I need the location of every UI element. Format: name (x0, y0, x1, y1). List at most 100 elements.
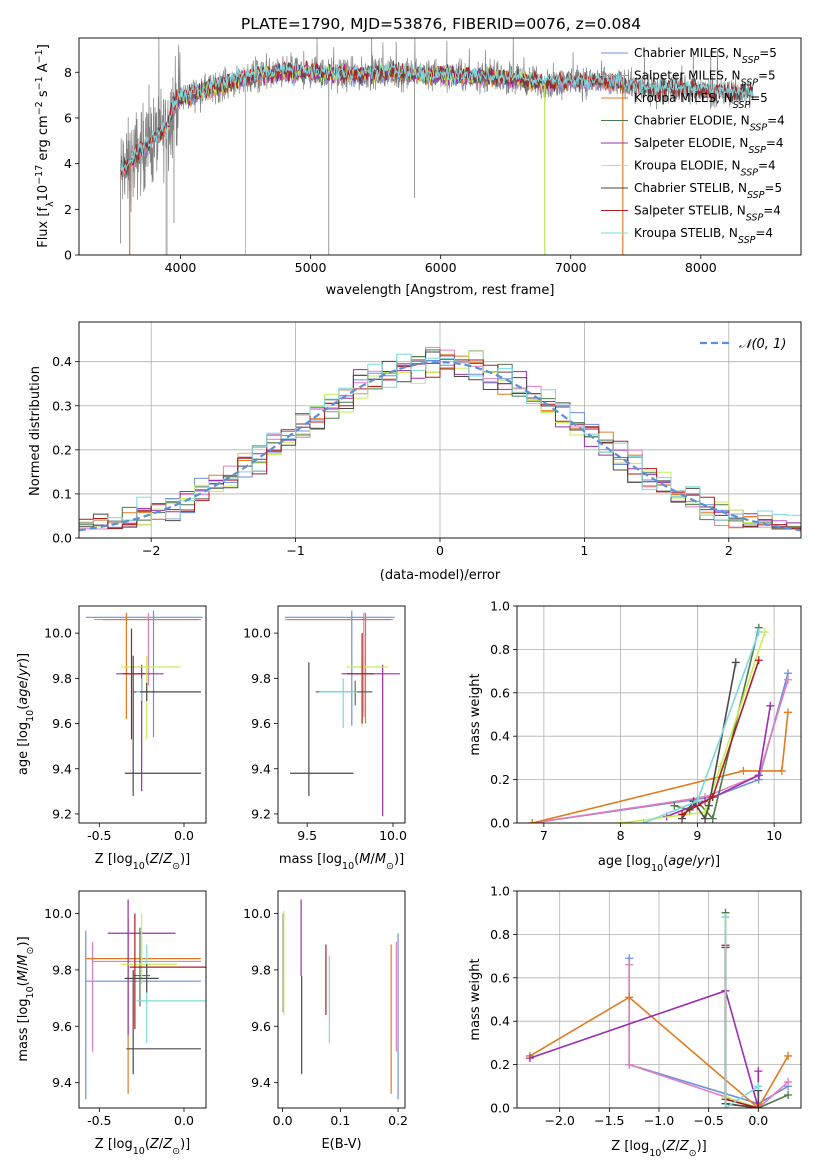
massweight-vs-age-marker-6-3 (704, 801, 713, 810)
age-vs-mass-ytick-label-0: 9.2 (251, 806, 271, 821)
massweight-vs-age-line-0 (532, 673, 789, 823)
age-vs-Z-ytick-label-2: 9.6 (52, 716, 72, 731)
residuals-ytick-label-3: 0.3 (52, 398, 72, 413)
spectrum-legend: Chabrier MILES, NSSP=5 Salpeter MILES, NS… (601, 46, 785, 246)
massweight-vs-age-ylabel: mass weight (468, 673, 483, 755)
massweight-vs-age-marker-8-0 (639, 819, 648, 823)
spectrum-frame (78, 37, 802, 256)
mass-vs-EBV-frame (277, 890, 406, 1109)
massweight-vs-Z-ytick-label-0: 0.0 (490, 1101, 510, 1116)
massweight-vs-Z-marker-2-3 (784, 1051, 793, 1060)
residuals-ytick-label-0: 0.0 (52, 531, 72, 546)
residuals-xtick-label-0: −2 (142, 543, 160, 558)
massweight-vs-Z-marker-4-3 (754, 1067, 763, 1076)
spectrum-xtick-label-1: 5000 (295, 260, 327, 275)
massweight-vs-Z-line-5 (724, 917, 760, 1108)
massweight-vs-Z-plot-area (517, 891, 801, 1108)
spectrum-legend-label-2: Kroupa MILES, NSSP=5 (634, 91, 768, 111)
massweight-vs-age-marker-3-3 (708, 814, 717, 823)
massweight-vs-age-ytick-label-5: 1.0 (490, 599, 510, 614)
massweight-vs-Z-xtick-label-0: −2.0 (545, 1113, 575, 1128)
massweight-vs-age-xlabel: age [log10(age/yr)] (598, 854, 720, 874)
mass-vs-EBV-xtick-label-1: 0.1 (330, 1113, 350, 1128)
spectrum-legend-label-7: Salpeter STELIB, NSSP=4 (634, 204, 781, 224)
age-vs-Z-axes: -0.5 0.0 9.2 9.4 9.6 9.8 10.0 Z [log10(Z/Z⊙)] ag… (16, 605, 207, 872)
massweight-vs-age-axes: 7 8 9 10 0.0 0.2 0.4 0.6 0.8 1.0 age [log10(age/yr… (468, 599, 802, 874)
mass-vs-Z-ytick-label-2: 9.8 (52, 962, 72, 977)
massweight-vs-age-marker-8-1 (693, 797, 702, 806)
massweight-vs-age-ytick-label-2: 0.4 (490, 729, 510, 744)
massweight-vs-age-plot-area (517, 606, 801, 823)
spectrum-ytick-label-4: 8 (64, 65, 72, 80)
massweight-vs-Z-ylabel: mass weight (468, 958, 483, 1040)
massweight-vs-age-marker-8-2 (754, 628, 763, 637)
spectrum-xtick-label-3: 7000 (555, 260, 587, 275)
massweight-vs-age-marker-7-3 (754, 656, 763, 665)
spectrum-ytick-label-1: 2 (64, 202, 72, 217)
age-vs-mass-xlabel: mass [log10(M/M⊙)] (279, 852, 404, 872)
massweight-vs-Z-ytick-label-4: 0.8 (490, 927, 510, 942)
massweight-vs-Z-line-2 (529, 996, 789, 1108)
residuals-xtick-label-1: −1 (286, 543, 304, 558)
mass-vs-EBV-plot-area (282, 899, 399, 1100)
residuals-axes: −2 −1 0 1 2 0.0 0.1 0.2 0.3 0.4 𝒩(0, 1) (data-model… (28, 321, 802, 583)
massweight-vs-Z-xtick-label-1: −1.5 (594, 1113, 624, 1128)
massweight-vs-age-line-7 (681, 659, 760, 816)
residuals-ytick-label-1: 0.1 (52, 486, 72, 501)
massweight-vs-Z-marker-1-0 (625, 960, 634, 969)
mass-vs-EBV-ytick-label-0: 9.4 (251, 1075, 271, 1090)
massweight-vs-age-ytick-label-0: 0.0 (490, 816, 510, 831)
age-vs-mass-ytick-label-1: 9.4 (251, 761, 271, 776)
massweight-vs-age-marker-4-2 (754, 771, 763, 780)
massweight-vs-age-marker-6-4 (731, 658, 740, 667)
age-vs-Z-ytick-label-0: 9.2 (52, 806, 72, 821)
mass-vs-Z-frame (78, 890, 207, 1109)
massweight-vs-age-marker-3-0 (670, 801, 679, 810)
spectrum-xtick-label-4: 8000 (685, 260, 717, 275)
mass-vs-EBV-xtick-label-2: 0.2 (388, 1113, 408, 1128)
gaussian-curve (79, 361, 801, 532)
massweight-vs-age-marker-1-3 (783, 675, 792, 684)
spectrum-legend-label-0: Chabrier MILES, NSSP=5 (634, 46, 777, 66)
spectrum-legend-label-8: Kroupa STELIB, NSSP=4 (634, 226, 773, 246)
residuals-frame (78, 321, 802, 539)
massweight-vs-Z-xtick-label-3: −0.5 (693, 1113, 723, 1128)
spectrum-xtick-label-2: 6000 (425, 260, 457, 275)
massweight-vs-Z-xlabel: Z [log10(Z/Z⊙)] (611, 1139, 706, 1159)
massweight-vs-Z-ytick-label-3: 0.6 (490, 970, 510, 985)
age-vs-Z-xtick-label-0: -0.5 (87, 828, 111, 843)
hist-step-kroupa-stelib (79, 353, 801, 524)
massweight-vs-age-line-5 (620, 631, 766, 823)
massweight-vs-Z-axes: −2.0 −1.5 −1.0 −0.5 0.0 0.0 0.2 0.4 0.6 0.8 1.0 Z [… (468, 884, 802, 1159)
massweight-vs-Z-marker-1-1 (625, 1060, 634, 1069)
mass-vs-Z-axes: -0.5 0.0 9.4 9.6 9.8 10.0 Z [log10(Z/Z⊙)] mass … (16, 890, 207, 1157)
spectrum-axes: 4000 5000 6000 7000 8000 0 2 4 6 8 Chabrier MILES,… (34, 37, 802, 298)
massweight-vs-age-xtick-label-1: 8 (617, 828, 625, 843)
mass-vs-EBV-xtick-label-0: 0.0 (273, 1113, 293, 1128)
massweight-vs-age-line-4 (666, 705, 772, 818)
hist-step-chabrier-elodie (79, 349, 801, 529)
massweight-vs-age-ytick-label-1: 0.2 (490, 772, 510, 787)
mass-vs-Z-xtick-label-0: -0.5 (87, 1113, 111, 1128)
massweight-vs-age-frame (516, 605, 802, 824)
mass-vs-EBV-xlabel: E(B-V) (321, 1137, 361, 1152)
massweight-vs-age-line-2 (532, 712, 789, 823)
massweight-vs-Z-xtick-label-2: −1.0 (644, 1113, 674, 1128)
hist-legend: 𝒩(0, 1) (700, 337, 786, 352)
massweight-vs-age-ytick-label-3: 0.6 (490, 685, 510, 700)
age-vs-Z-xlabel: Z [log10(Z/Z⊙)] (95, 852, 190, 872)
age-vs-Z-ytick-label-1: 9.4 (52, 761, 72, 776)
age-vs-Z-plot-area (85, 610, 203, 796)
age-vs-Z-ytick-label-4: 10.0 (44, 626, 72, 641)
mass-vs-EBV-ytick-label-1: 9.6 (251, 1019, 271, 1034)
residuals-xtick-label-4: 2 (725, 543, 733, 558)
mass-vs-EBV-ytick-label-2: 9.8 (251, 962, 271, 977)
age-vs-mass-plot-area (284, 610, 400, 817)
age-vs-Z-ytick-label-3: 9.8 (52, 671, 72, 686)
massweight-vs-age-marker-2-0 (528, 819, 537, 823)
massweight-vs-Z-line-4 (529, 989, 760, 1108)
age-vs-mass-ytick-label-2: 9.6 (251, 716, 271, 731)
massweight-vs-Z-ytick-label-5: 1.0 (490, 884, 510, 899)
massweight-vs-Z-marker-3-3 (784, 1090, 793, 1099)
age-vs-mass-axes: 9.5 10.0 9.2 9.4 9.6 9.8 10.0 mass [log10(M/M⊙)… (243, 605, 407, 872)
